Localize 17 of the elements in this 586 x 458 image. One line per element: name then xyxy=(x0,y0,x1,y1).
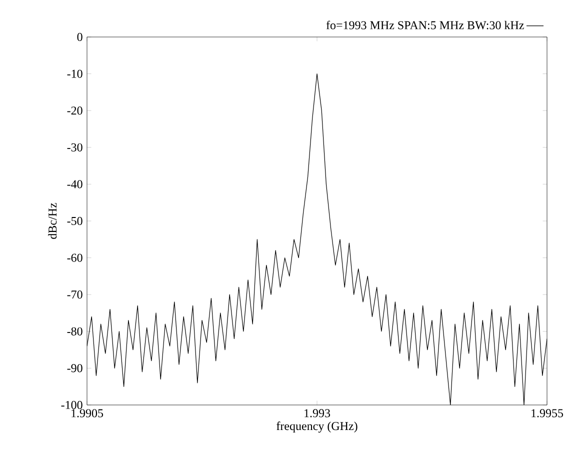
x-tick-label: 1.993 xyxy=(304,409,330,418)
y-tick-label: 0 xyxy=(77,32,82,42)
y-tick-label: -90 xyxy=(67,364,82,372)
y-tick-label: -20 xyxy=(67,106,82,115)
y-axis-title: dBc/Hz xyxy=(48,202,57,239)
y-tick-label: -50 xyxy=(67,216,82,226)
y-tick-label: -40 xyxy=(67,180,82,188)
legend-label: fo=1993 MHz SPAN:5 MHz BW:30 kHz xyxy=(326,20,524,30)
y-tick-label: -30 xyxy=(67,143,82,152)
x-axis-title: frequency (GHz) xyxy=(276,422,358,433)
x-tick-label: 1.9955 xyxy=(532,409,564,418)
y-tick-label: -70 xyxy=(67,290,82,299)
y-tick-label: -10 xyxy=(67,70,82,78)
y-tick-label: -100 xyxy=(61,400,82,410)
y-tick-label: -60 xyxy=(67,254,82,262)
x-tick-label: 1.9905 xyxy=(72,409,104,418)
y-tick-label: -80 xyxy=(67,327,82,336)
